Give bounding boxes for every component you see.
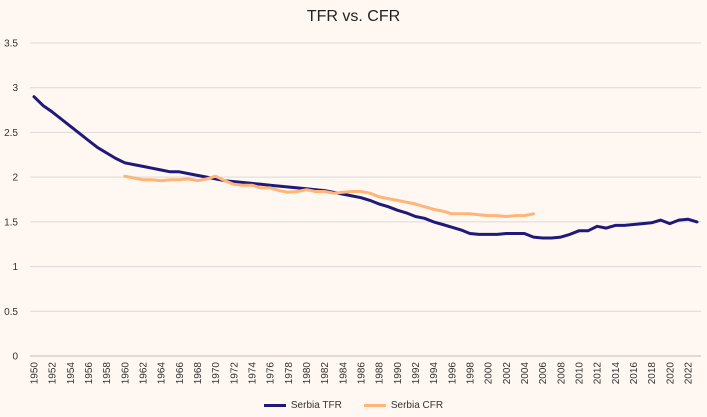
x-tick-label: 1994 <box>429 362 440 385</box>
x-tick-label: 2008 <box>556 362 567 385</box>
x-tick-label: 1964 <box>157 362 168 385</box>
x-tick-label: 2020 <box>665 362 676 385</box>
x-tick-label: 1996 <box>447 362 458 385</box>
x-tick-label: 2022 <box>683 362 694 385</box>
x-tick-label: 1984 <box>338 362 349 385</box>
x-tick-label: 1974 <box>247 362 258 385</box>
legend-label-tfr: Serbia TFR <box>290 400 342 411</box>
x-tick-label: 2018 <box>647 362 658 385</box>
x-tick-label: 1968 <box>193 362 204 385</box>
x-tick-label: 2006 <box>538 362 549 385</box>
x-tick-label: 1998 <box>465 362 476 385</box>
x-tick-label: 2004 <box>520 362 531 385</box>
x-tick-label: 1952 <box>48 362 59 385</box>
x-tick-label: 1960 <box>120 362 131 385</box>
x-tick-label: 1990 <box>393 362 404 385</box>
x-tick-label: 1950 <box>30 362 41 385</box>
x-tick-label: 1956 <box>84 362 95 385</box>
series-line-cfr <box>123 174 535 218</box>
x-tick-label: 1958 <box>102 362 113 385</box>
legend-item-cfr: Serbia CFR <box>363 400 444 411</box>
y-tick-label: 0 <box>12 352 18 363</box>
chart-title: TFR vs. CFR <box>306 8 401 25</box>
y-tick-label: 3 <box>12 83 18 94</box>
y-tick-label: 0.5 <box>4 307 18 318</box>
x-tick-label: 2012 <box>593 362 604 385</box>
y-tick-label: 1 <box>12 262 18 273</box>
y-tick-label: 1.5 <box>4 217 18 228</box>
x-tick-label: 2002 <box>502 362 513 385</box>
legend-label-cfr: Serbia CFR <box>390 400 444 411</box>
x-tick-label: 1970 <box>211 362 222 385</box>
x-tick-label: 2016 <box>629 362 640 385</box>
x-tick-label: 1966 <box>175 362 186 385</box>
legend: Serbia TFR Serbia CFR <box>0 400 707 411</box>
y-tick-label: 3.5 <box>4 39 18 50</box>
x-tick-label: 2000 <box>484 362 495 385</box>
x-tick-label: 1986 <box>356 362 367 385</box>
y-tick-label: 2 <box>12 173 18 184</box>
legend-item-tfr: Serbia TFR <box>263 400 342 411</box>
x-tick-label: 1962 <box>138 362 149 385</box>
x-tick-label: 1982 <box>320 362 331 385</box>
x-tick-label: 1980 <box>302 362 313 385</box>
x-tick-label: 1988 <box>375 362 386 385</box>
x-tick-label: 1972 <box>229 362 240 385</box>
legend-swatch-cfr <box>363 404 386 407</box>
x-tick-label: 1954 <box>66 362 77 385</box>
x-tick-label: 2010 <box>574 362 585 385</box>
x-tick-label: 1992 <box>411 362 422 385</box>
y-tick-label: 2.5 <box>4 128 18 139</box>
x-tick-label: 1976 <box>266 362 277 385</box>
x-tick-label: 2014 <box>611 362 622 385</box>
x-tick-label: 1978 <box>284 362 295 385</box>
series-line-tfr <box>32 95 699 240</box>
legend-swatch-tfr <box>263 404 286 407</box>
